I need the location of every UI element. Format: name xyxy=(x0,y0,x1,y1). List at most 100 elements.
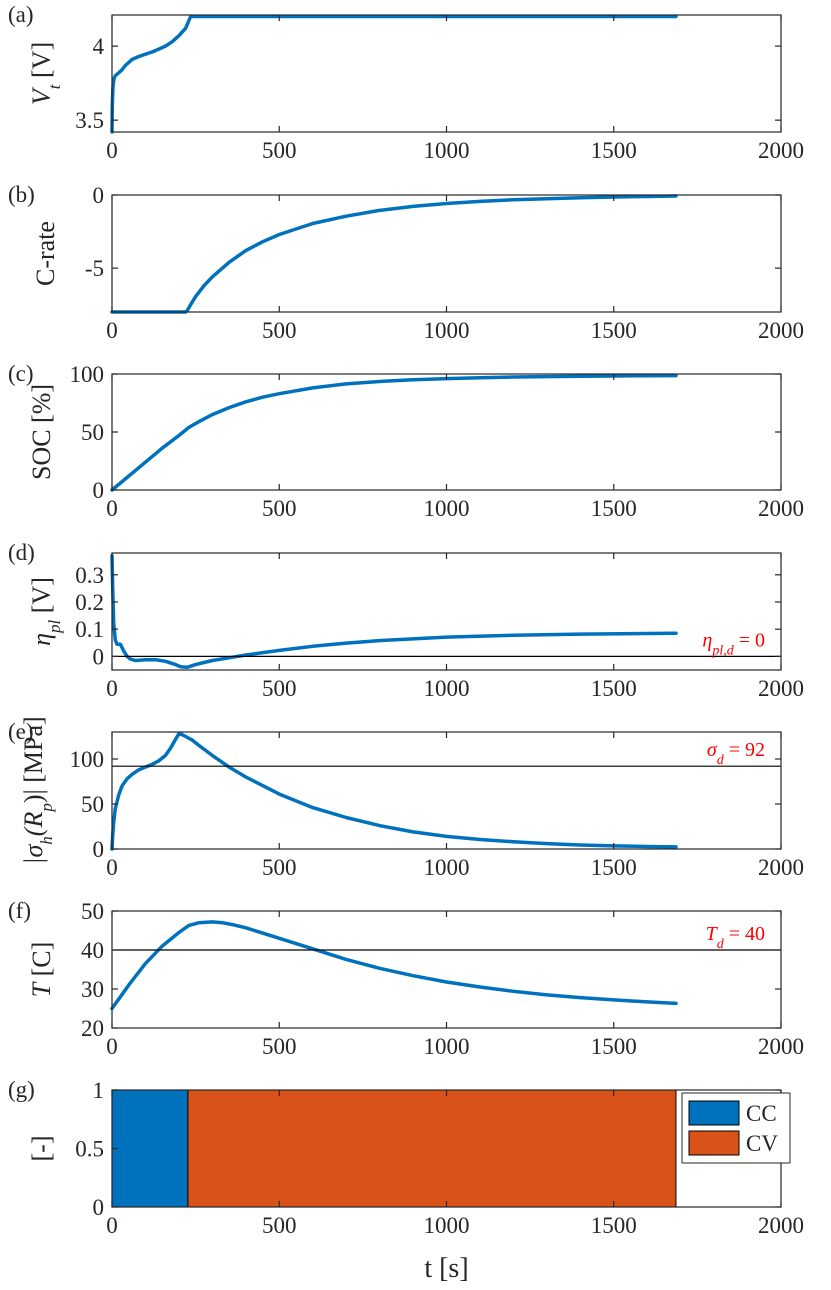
series-line-b xyxy=(110,194,678,314)
x-tick-label: 1500 xyxy=(591,855,637,880)
x-tick-label: 0 xyxy=(106,138,118,163)
x-tick-label: 1500 xyxy=(591,1213,637,1238)
y-axis-label-d: ηpl [V] xyxy=(27,577,64,646)
x-tick-label: 2000 xyxy=(758,496,804,521)
y-tick-label: 30 xyxy=(81,977,104,1002)
panel-c: 0 500 1000 1500 2000 0 50 100 (c)SOC [%] xyxy=(8,361,804,521)
panel-label-e: (e) xyxy=(8,719,34,744)
series-line-e xyxy=(110,732,678,851)
x-tick-label: 2000 xyxy=(758,138,804,163)
x-tick-label: 500 xyxy=(262,496,297,521)
x-tick-label: 500 xyxy=(262,1213,297,1238)
y-tick-label: 20 xyxy=(81,1016,104,1041)
threshold-label-d: ηpl,d = 0 xyxy=(702,629,765,658)
threshold-label-e: σd = 92 xyxy=(707,739,765,768)
y-tick-label: 4 xyxy=(93,34,105,59)
x-tick-label: 500 xyxy=(262,318,297,343)
series-line-f xyxy=(110,920,678,1011)
y-axis-label-e: |σh(Rp)| [MPa] xyxy=(19,716,56,864)
y-tick-label: 1 xyxy=(93,1078,105,1103)
x-tick-label: 0 xyxy=(106,318,118,343)
x-tick-label: 500 xyxy=(262,855,297,880)
x-tick-label: 500 xyxy=(262,1034,297,1059)
y-tick-label: 0.5 xyxy=(75,1137,104,1162)
y-tick-label: 100 xyxy=(70,362,105,387)
x-tick-label: 2000 xyxy=(758,318,804,343)
x-tick-label: 1500 xyxy=(591,496,637,521)
x-tick-label: 1000 xyxy=(424,138,470,163)
series-line-c xyxy=(110,373,678,492)
y-tick-label: 0 xyxy=(93,183,105,208)
panel-label-a: (a) xyxy=(8,2,34,27)
x-tick-label: 0 xyxy=(106,676,118,701)
y-tick-label: 0 xyxy=(93,478,105,503)
x-tick-label: 1000 xyxy=(424,855,470,880)
x-tick-label: 0 xyxy=(106,1034,118,1059)
axes-box-b xyxy=(111,194,782,313)
x-tick-label: 1000 xyxy=(424,1213,470,1238)
x-tick-label: 2000 xyxy=(758,676,804,701)
x-tick-label: 0 xyxy=(106,1213,118,1238)
x-tick-label: 0 xyxy=(106,855,118,880)
y-axis-label-a: Vt [V] xyxy=(27,42,64,105)
y-tick-label: 0 xyxy=(93,644,105,669)
threshold-label-f: Td = 40 xyxy=(706,923,765,952)
series-line-a xyxy=(110,14,678,134)
panel-label-d: (d) xyxy=(8,540,35,565)
y-tick-label: 100 xyxy=(70,747,105,772)
y-tick-label: 0 xyxy=(93,837,105,862)
x-tick-label: 500 xyxy=(262,138,297,163)
legend-label-cc: CC xyxy=(746,1101,777,1126)
x-tick-label: 2000 xyxy=(758,1034,804,1059)
y-axis-label-c: SOC [%] xyxy=(27,384,56,480)
y-tick-label: 50 xyxy=(81,792,104,817)
y-tick-label: 50 xyxy=(81,420,104,445)
x-tick-label: 2000 xyxy=(758,855,804,880)
legend: CC CV xyxy=(681,1092,791,1164)
x-tick-label: 500 xyxy=(262,676,297,701)
y-axis-label-b: C-rate xyxy=(31,221,60,286)
x-tick-label: 1000 xyxy=(424,1034,470,1059)
panel-e: σd = 92 0 500 1000 1500 2000 0 50 100 (e)|σh(Rp)|… xyxy=(8,716,804,880)
y-tick-label: 40 xyxy=(81,938,104,963)
bar-cc xyxy=(111,1089,189,1208)
axes-box-f xyxy=(111,910,782,1029)
panel-label-c: (c) xyxy=(8,361,34,386)
panel-a: 0 500 1000 1500 2000 3.5 4 (a) Vt [V] xyxy=(8,2,804,163)
x-tick-label: 1000 xyxy=(424,318,470,343)
panel-label-g: (g) xyxy=(8,1077,35,1102)
y-tick-label: 0.1 xyxy=(75,617,104,642)
x-axis-label: t [s] xyxy=(424,1253,468,1284)
panel-label-f: (f) xyxy=(8,898,31,923)
axes-box-e xyxy=(111,731,782,850)
x-tick-label: 1500 xyxy=(591,676,637,701)
x-tick-label: 2000 xyxy=(758,1213,804,1238)
panel-g: 0 500 1000 1500 2000 0 0.5 1 (g) [-] CC CV t [s] xyxy=(8,1077,804,1284)
legend-label-cv: CV xyxy=(746,1131,778,1156)
bar-cv xyxy=(187,1089,677,1208)
x-tick-label: 1000 xyxy=(424,676,470,701)
legend-swatch-cv xyxy=(688,1130,740,1156)
panel-b: 0 500 1000 1500 2000 -5 0 (b) C-rate xyxy=(8,182,804,343)
y-tick-label: -5 xyxy=(85,256,104,281)
y-axis-label-f: T [C] xyxy=(27,942,56,998)
y-tick-label: 0.3 xyxy=(75,563,104,588)
y-tick-label: 3.5 xyxy=(75,108,104,133)
x-tick-label: 1500 xyxy=(591,318,637,343)
y-tick-label: 50 xyxy=(81,899,104,924)
legend-swatch-cc xyxy=(688,1100,740,1126)
axes-box-a xyxy=(111,14,782,133)
series-line-d xyxy=(110,553,678,670)
x-tick-label: 1000 xyxy=(424,496,470,521)
y-axis-label-g: [-] xyxy=(27,1136,56,1162)
y-tick-label: 0 xyxy=(93,1195,105,1220)
panel-d: ηpl,d = 00 500 1000 1500 200000.10.20.3(d)ηp… xyxy=(8,540,804,701)
axes-box-d xyxy=(111,552,782,671)
axes-box-c xyxy=(111,373,782,491)
y-tick-label: 0.2 xyxy=(75,590,104,615)
panel-label-b: (b) xyxy=(8,182,35,207)
x-tick-label: 0 xyxy=(106,496,118,521)
panel-f: Td = 40 0 500 1000 1500 2000 20 30 40 50 (f) T [C] xyxy=(8,898,804,1059)
x-tick-label: 1500 xyxy=(591,1034,637,1059)
